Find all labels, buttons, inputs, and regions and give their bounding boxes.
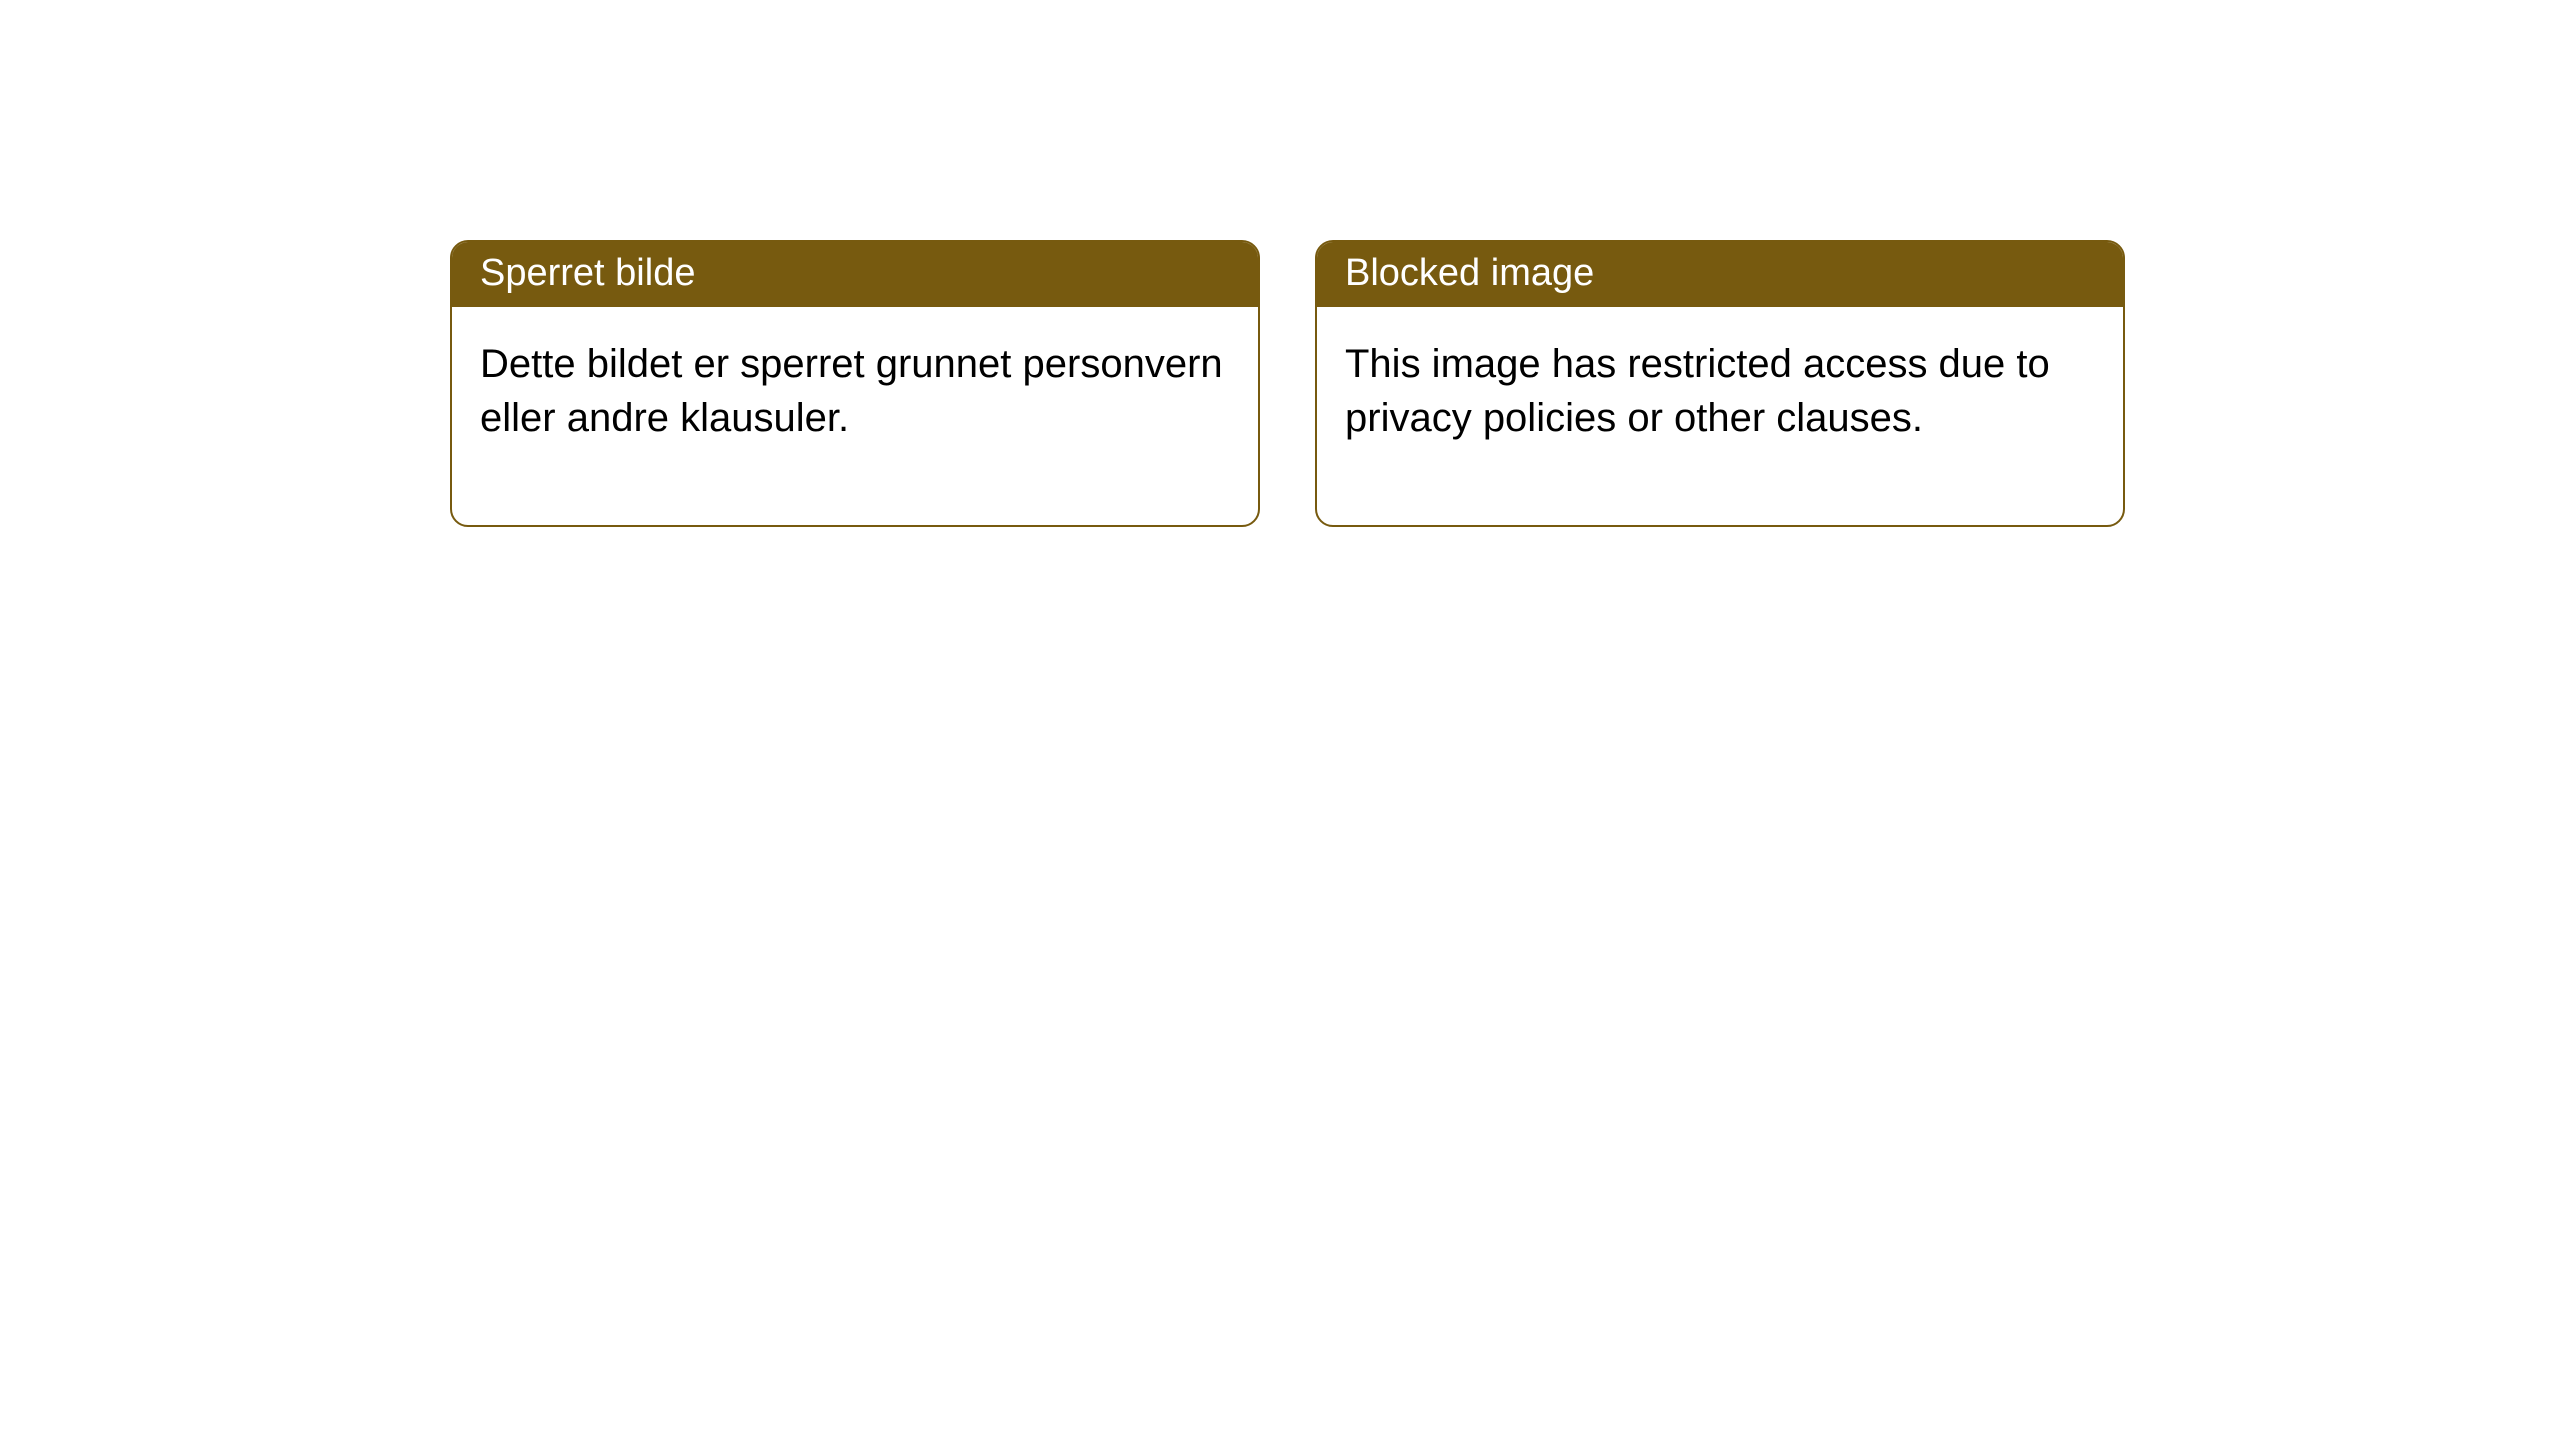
notice-card-body: Dette bildet er sperret grunnet personve… (452, 307, 1258, 525)
notice-card-body: This image has restricted access due to … (1317, 307, 2123, 525)
notice-cards-container: Sperret bilde Dette bildet er sperret gr… (450, 240, 2125, 527)
notice-card-english: Blocked image This image has restricted … (1315, 240, 2125, 527)
notice-card-title: Blocked image (1317, 242, 2123, 307)
notice-card-norwegian: Sperret bilde Dette bildet er sperret gr… (450, 240, 1260, 527)
notice-card-title: Sperret bilde (452, 242, 1258, 307)
